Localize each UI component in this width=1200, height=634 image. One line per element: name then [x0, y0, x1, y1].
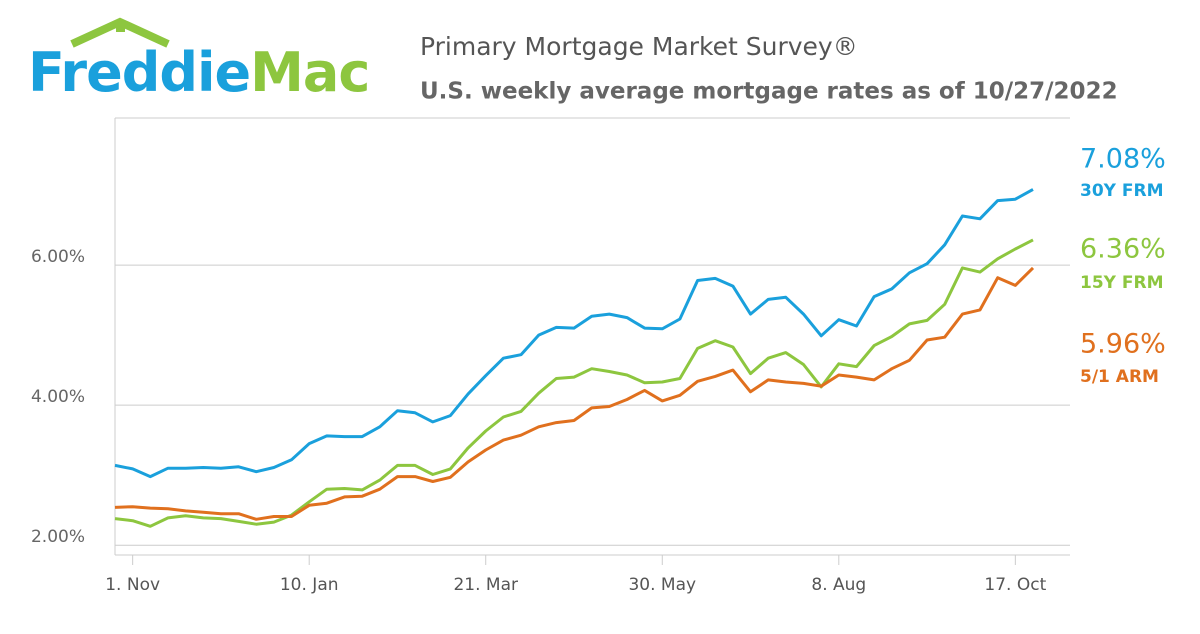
series-line — [114, 266, 1035, 521]
series-line — [114, 188, 1034, 479]
x-tick-label: 17. Oct — [984, 575, 1046, 595]
chart-title: Primary Mortgage Market Survey® — [420, 32, 858, 61]
x-tick-label: 30. May — [628, 575, 696, 595]
y-tick-label: 2.00% — [31, 527, 85, 547]
logo-part: Mac — [250, 41, 369, 104]
logo-text: FreddieMac — [28, 41, 369, 104]
legend-label: 15Y FRM — [1080, 273, 1164, 293]
legend-label: 30Y FRM — [1080, 181, 1164, 201]
series-line — [114, 238, 1034, 528]
end-value-label: 5.96% — [1080, 329, 1166, 360]
end-value-label: 6.36% — [1080, 234, 1166, 265]
logo-chimney — [116, 20, 125, 32]
logo-part: Freddie — [28, 41, 250, 104]
x-tick-label: 1. Nov — [105, 575, 160, 595]
chart-subtitle: U.S. weekly average mortgage rates as of… — [420, 79, 1118, 105]
x-tick-label: 21. Mar — [453, 575, 518, 595]
end-value-label: 7.08% — [1080, 144, 1166, 175]
y-tick-label: 6.00% — [31, 247, 85, 267]
legend-label: 5/1 ARM — [1080, 367, 1159, 387]
y-tick-label: 4.00% — [31, 387, 85, 407]
logo: FreddieMac — [28, 17, 370, 104]
x-tick-label: 10. Jan — [280, 575, 339, 595]
x-tick-label: 8. Aug — [811, 575, 866, 595]
